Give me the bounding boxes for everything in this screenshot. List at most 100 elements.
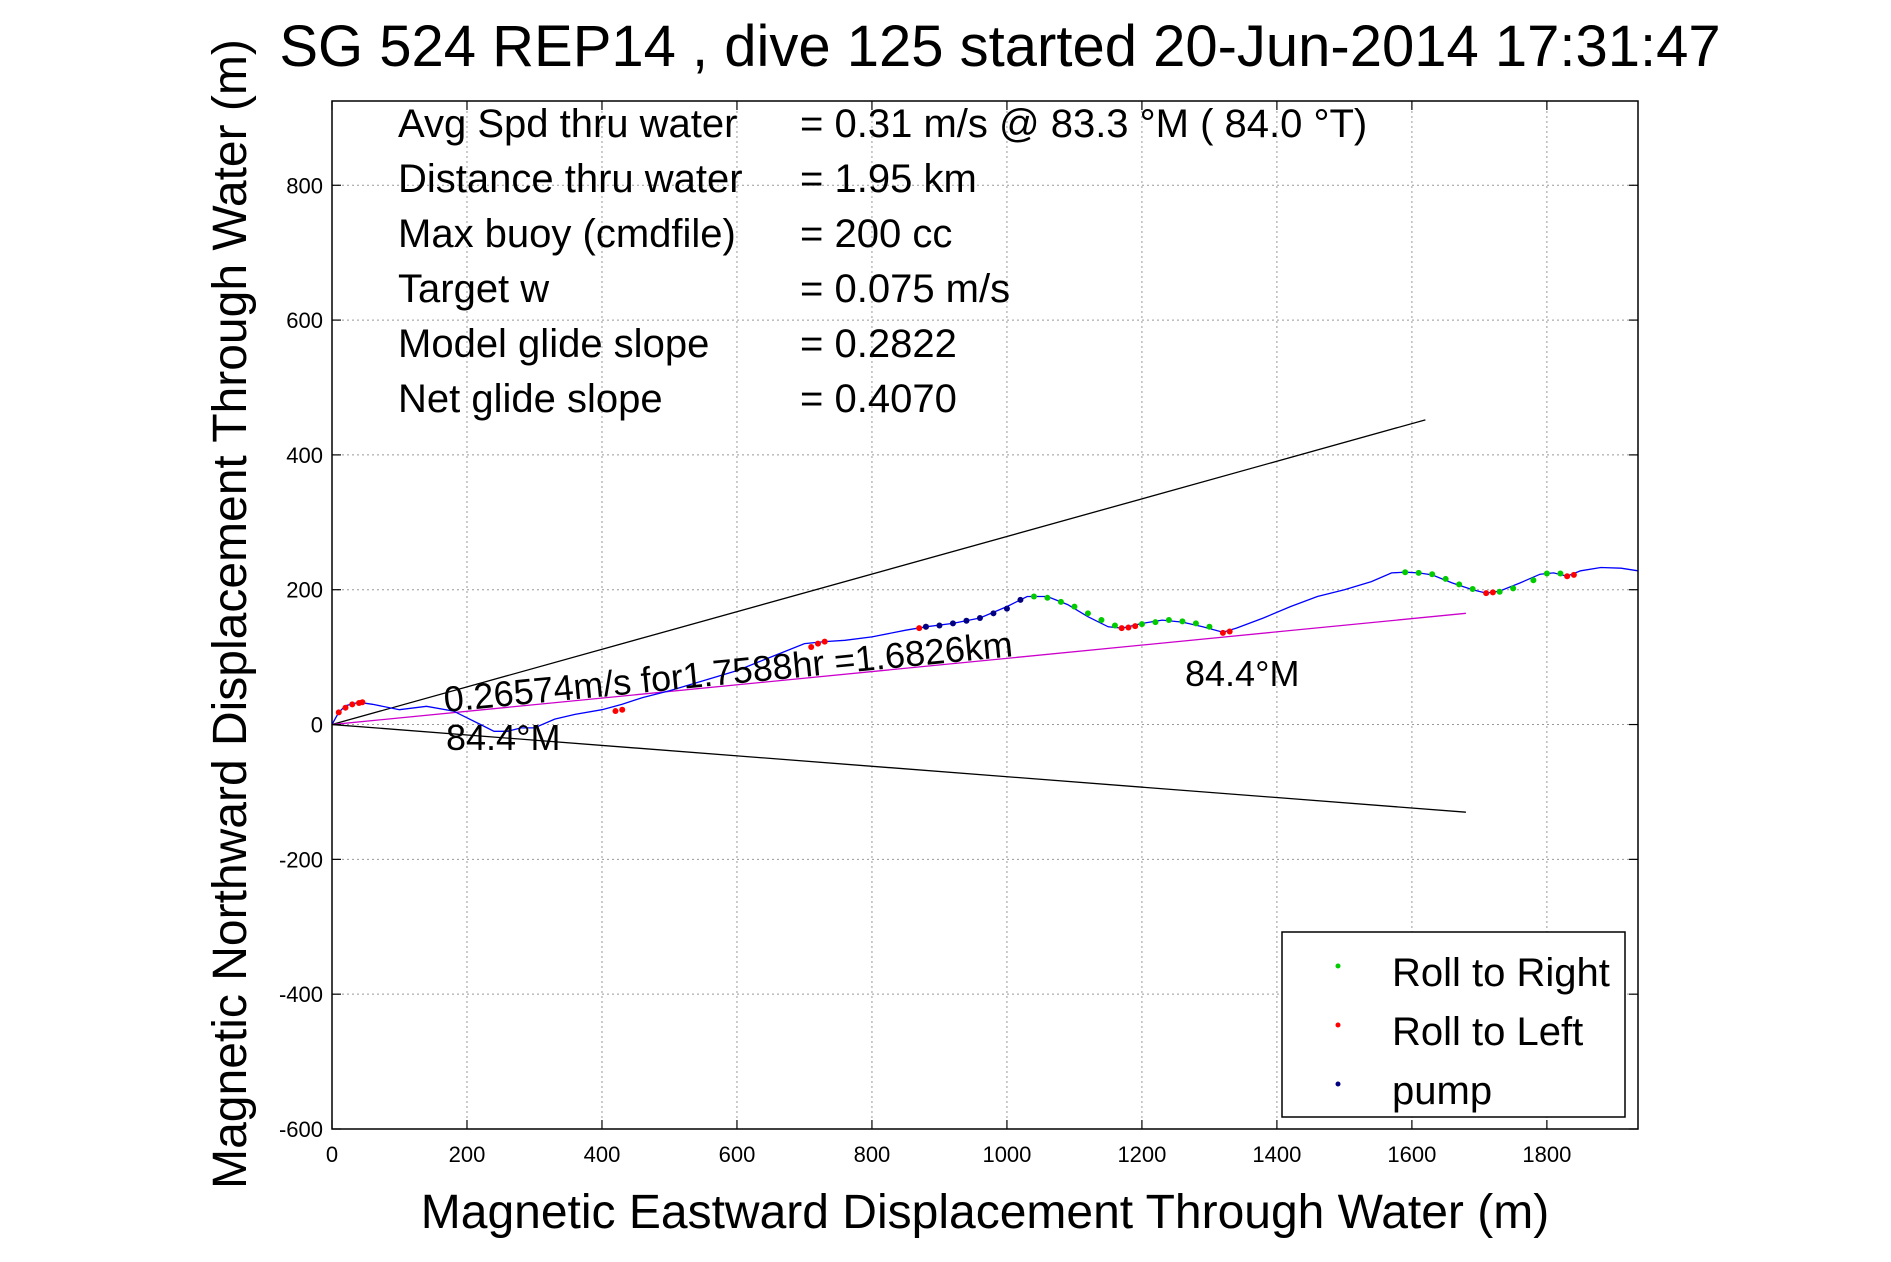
roll-right-marker: [1402, 569, 1409, 576]
info-label: Max buoy (cmdfile): [398, 212, 736, 256]
roll-right-marker: [1192, 620, 1199, 627]
reference-lines: [331, 419, 1466, 813]
info-value: = 1.95 km: [800, 157, 977, 201]
roll-right-marker: [1510, 585, 1517, 592]
roll-left-marker: [808, 644, 815, 651]
reference-line: [331, 612, 1466, 726]
info-label: Model glide slope: [398, 322, 709, 366]
roll-right-marker: [1138, 621, 1145, 628]
roll-right-marker: [1071, 603, 1078, 610]
roll-right-marker: [1030, 593, 1037, 600]
y-tick-label: 0: [311, 713, 323, 738]
roll-right-marker: [1442, 575, 1449, 582]
roll-right-marker: [1469, 586, 1476, 593]
roll-left-marker: [1570, 571, 1577, 578]
reference-line: [331, 419, 1426, 726]
roll-right-marker: [1557, 570, 1564, 577]
info-value: = 200 cc: [800, 212, 952, 256]
pump-marker: [1017, 596, 1024, 603]
roll-right-marker: [1496, 588, 1503, 595]
pump-marker: [976, 615, 983, 622]
info-block: Avg Spd thru water = 0.31 m/s @ 83.3 °M …: [398, 102, 1367, 421]
y-tick-label: 800: [286, 173, 323, 198]
legend-label-roll-left: Roll to Left: [1392, 1010, 1583, 1054]
info-value: = 0.31 m/s @ 83.3 °M ( 84.0 °T): [800, 102, 1367, 146]
heading-annotation-right: 84.4°M: [1185, 653, 1299, 694]
x-axis-label: Magnetic Eastward Displacement Through W…: [421, 1186, 1549, 1239]
track-line: [331, 566, 1639, 732]
roll-left-marker: [821, 638, 828, 645]
legend-marker-roll-right: [1335, 963, 1341, 969]
legend: Roll to Right Roll to Left pump: [1281, 931, 1626, 1118]
x-tick-label: 1200: [1117, 1142, 1166, 1167]
roll-left-marker: [1219, 629, 1226, 636]
x-tick-label: 800: [854, 1142, 891, 1167]
roll-right-marker: [1165, 617, 1172, 624]
x-tick-label: 1400: [1252, 1142, 1301, 1167]
roll-left-marker: [335, 709, 342, 716]
roll-left-marker: [342, 704, 349, 711]
roll-right-marker: [1415, 569, 1422, 576]
y-axis-label: Magnetic Northward Displacement Through …: [204, 39, 257, 1189]
info-label: Target w: [398, 267, 549, 311]
chart-title: SG 524 REP14 , dive 125 started 20-Jun-2…: [279, 14, 1720, 79]
pump-marker: [949, 620, 956, 627]
roll-left-marker: [612, 708, 619, 715]
x-tick-label: 600: [719, 1142, 756, 1167]
roll-right-marker: [1057, 598, 1064, 605]
y-tick-label: 200: [286, 578, 323, 603]
roll-right-marker: [1084, 610, 1091, 617]
track: [331, 566, 1639, 732]
plot-frame: [331, 100, 1639, 1130]
roll-left-marker: [1132, 623, 1139, 630]
pump-marker: [936, 622, 943, 629]
info-value: = 0.4070: [800, 377, 957, 421]
roll-left-marker: [619, 706, 626, 713]
legend-marker-pump: [1335, 1081, 1341, 1087]
ticks: 0 200 400 600 800 1000 1200 1400 1600 1800 -600 -40…: [279, 101, 1638, 1167]
y-tick-label: -600: [279, 1117, 323, 1142]
roll-left-marker: [349, 701, 356, 708]
x-tick-label: 200: [449, 1142, 486, 1167]
roll-left-marker: [359, 699, 366, 706]
roll-right-marker: [1044, 594, 1051, 601]
info-label: Avg Spd thru water: [398, 102, 737, 146]
pump-marker: [1003, 605, 1010, 612]
info-label: Distance thru water: [398, 157, 743, 201]
legend-label-pump: pump: [1392, 1069, 1492, 1113]
roll-right-marker: [1543, 570, 1550, 577]
reference-line: [331, 723, 1466, 813]
legend-label-roll-right: Roll to Right: [1392, 951, 1610, 995]
roll-right-marker: [1111, 622, 1118, 629]
info-value: = 0.2822: [800, 322, 957, 366]
roll-left-marker: [1489, 589, 1496, 596]
roll-left-marker: [1125, 624, 1132, 631]
roll-left-marker: [1564, 573, 1571, 580]
pump-marker: [963, 617, 970, 624]
roll-left-marker: [1118, 625, 1125, 632]
roll-left-marker: [916, 625, 923, 632]
x-tick-label: 1000: [982, 1142, 1031, 1167]
x-tick-label: 1800: [1522, 1142, 1571, 1167]
info-value: = 0.075 m/s: [800, 267, 1010, 311]
x-tick-label: 400: [584, 1142, 621, 1167]
y-tick-label: -200: [279, 847, 323, 872]
pump-marker: [922, 623, 929, 630]
roll-right-marker: [1456, 581, 1463, 588]
roll-left-marker: [814, 640, 821, 647]
roll-left-marker: [1483, 590, 1490, 597]
legend-marker-roll-left: [1335, 1022, 1341, 1028]
markers: [335, 569, 1577, 716]
y-tick-label: 400: [286, 443, 323, 468]
heading-annotation-left: 84.4°M: [446, 717, 560, 758]
pump-marker: [990, 610, 997, 617]
x-tick-label: 0: [326, 1142, 338, 1167]
roll-left-marker: [1226, 628, 1233, 635]
roll-right-marker: [1098, 617, 1105, 624]
roll-right-marker: [1152, 619, 1159, 626]
roll-right-marker: [1179, 618, 1186, 625]
y-tick-label: -400: [279, 982, 323, 1007]
y-tick-label: 600: [286, 308, 323, 333]
info-label: Net glide slope: [398, 377, 663, 421]
